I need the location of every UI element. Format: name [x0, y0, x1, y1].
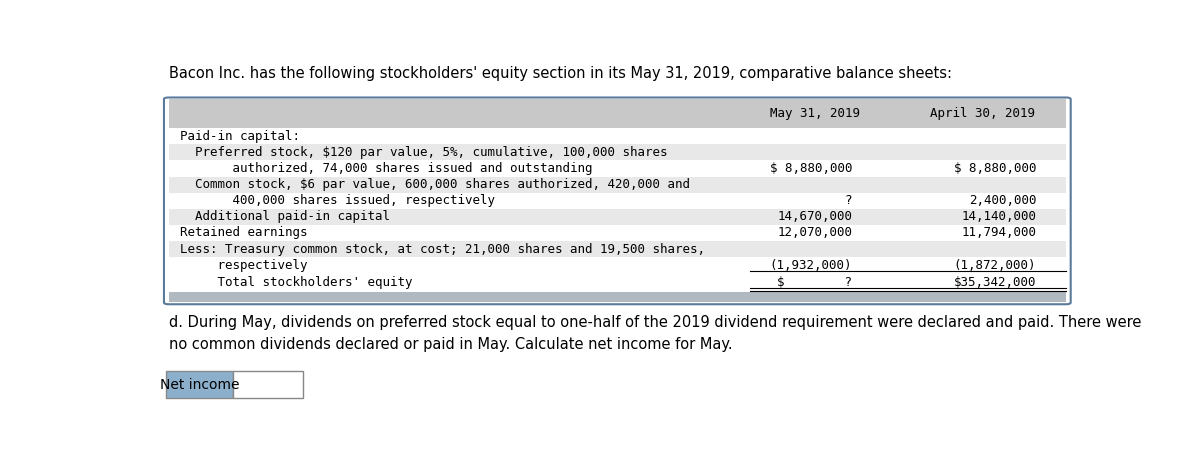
Text: $35,342,000: $35,342,000 [954, 276, 1037, 289]
Text: Net income: Net income [160, 378, 239, 392]
Text: Less: Treasury common stock, at cost; 21,000 shares and 19,500 shares,: Less: Treasury common stock, at cost; 21… [180, 243, 704, 256]
Bar [233, 371, 302, 398]
Text: May 31, 2019: May 31, 2019 [770, 107, 860, 120]
Text: Retained earnings: Retained earnings [180, 226, 307, 240]
Bar [168, 145, 1066, 161]
Text: 14,140,000: 14,140,000 [961, 210, 1037, 224]
Bar [168, 209, 1066, 225]
Text: 12,070,000: 12,070,000 [778, 226, 852, 240]
Text: (1,872,000): (1,872,000) [954, 259, 1037, 272]
Text: $        ?: $ ? [778, 276, 852, 289]
Text: authorized, 74,000 shares issued and outstanding: authorized, 74,000 shares issued and out… [180, 162, 593, 175]
Bar [168, 99, 1066, 128]
Bar [166, 371, 233, 398]
Text: ?: ? [845, 194, 852, 207]
Text: Additional paid-in capital: Additional paid-in capital [180, 210, 390, 224]
Text: $ 8,880,000: $ 8,880,000 [954, 162, 1037, 175]
Text: (1,932,000): (1,932,000) [769, 259, 852, 272]
Bar [168, 241, 1066, 257]
FancyBboxPatch shape [164, 97, 1070, 304]
Text: 400,000 shares issued, respectively: 400,000 shares issued, respectively [180, 194, 494, 207]
Text: 14,670,000: 14,670,000 [778, 210, 852, 224]
Text: Preferred stock, $120 par value, 5%, cumulative, 100,000 shares: Preferred stock, $120 par value, 5%, cum… [180, 146, 667, 159]
Text: Common stock, $6 par value, 600,000 shares authorized, 420,000 and: Common stock, $6 par value, 600,000 shar… [180, 178, 690, 191]
Text: d. During May, dividends on preferred stock equal to one-half of the 2019 divide: d. During May, dividends on preferred st… [168, 315, 1141, 352]
Bar [168, 292, 1066, 302]
Text: 11,794,000: 11,794,000 [961, 226, 1037, 240]
Bar [168, 177, 1066, 193]
Text: Bacon Inc. has the following stockholders' equity section in its May 31, 2019, c: Bacon Inc. has the following stockholder… [168, 66, 952, 81]
Text: respectively: respectively [180, 259, 307, 272]
Text: 2,400,000: 2,400,000 [968, 194, 1037, 207]
Text: Total stockholders' equity: Total stockholders' equity [180, 276, 413, 289]
Text: $ 8,880,000: $ 8,880,000 [769, 162, 852, 175]
Text: April 30, 2019: April 30, 2019 [930, 107, 1034, 120]
Text: Paid-in capital:: Paid-in capital: [180, 130, 300, 143]
